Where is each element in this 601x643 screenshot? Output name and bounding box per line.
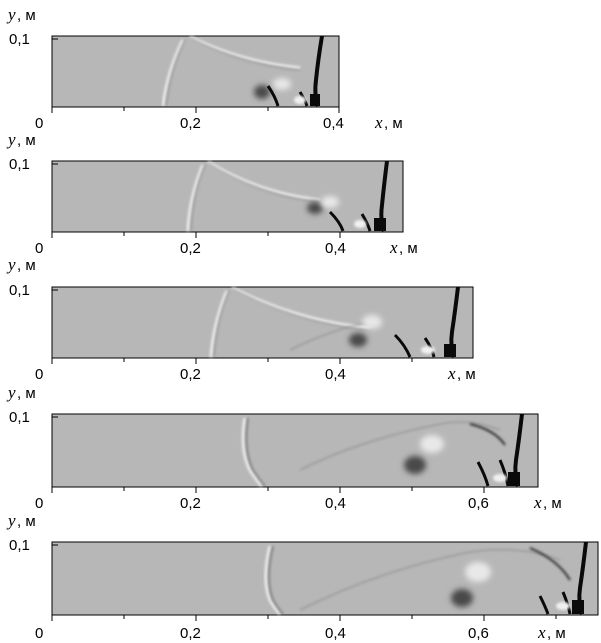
panel-2-x-ticks — [51, 232, 341, 238]
panel-2-y-tick: 0,1 — [9, 156, 30, 173]
panel-4: y , м 0,1 0 0,2 0,4 0,6 x , м — [6, 383, 562, 512]
panel-5-x-axis-unit: , м — [547, 625, 566, 642]
panel-3-y-axis-unit: , м — [17, 257, 36, 274]
panel-5-y-axis-var: y — [6, 511, 16, 530]
panel-5-x-axis-var: x — [537, 623, 546, 642]
panel-5-x-tick-2: 0,4 — [325, 625, 346, 642]
panel-2-x-tick-0: 0 — [35, 240, 43, 257]
panel-5-y-tick: 0,1 — [9, 537, 30, 554]
panel-2-y-axis-unit: , м — [17, 132, 36, 149]
panel-1-y-axis-unit: , м — [17, 7, 36, 24]
panel-3-x-ticks — [51, 358, 413, 364]
panel-5-x-tick-3: 0,6 — [468, 625, 489, 642]
panel-2-x-tick-2: 0,4 — [325, 240, 346, 257]
panel-3-y-axis-var: y — [6, 255, 16, 274]
panel-2-x-axis-var: x — [389, 238, 398, 257]
panel-4-y-axis-var: y — [6, 383, 16, 402]
panel-2-y-axis-var: y — [6, 130, 16, 149]
panel-3-x-tick-2: 0,4 — [325, 366, 346, 383]
panel-2-x-tick-1: 0,2 — [180, 240, 201, 257]
panel-4-x-tick-1: 0,2 — [180, 495, 201, 512]
panel-1-y-tick: 0,1 — [9, 31, 30, 48]
panel-3-flow-features — [209, 286, 460, 358]
panel-3-x-axis-unit: , м — [457, 366, 476, 383]
panel-5: y , м 0,1 0 0,2 0,4 0,6 x , м — [6, 511, 599, 642]
panel-1-x-ticks — [51, 107, 340, 113]
panel-3-x-tick-1: 0,2 — [180, 366, 201, 383]
panel-1-x-tick-0: 0 — [35, 115, 43, 132]
panel-4-x-ticks — [51, 487, 485, 493]
panel-5-flow-features — [264, 541, 588, 616]
panel-1-x-axis-var: x — [374, 113, 383, 132]
panel-3-x-tick-0: 0 — [35, 366, 43, 383]
panel-5-x-tick-0: 0 — [35, 625, 43, 642]
panel-2: y , м 0,1 0 0,2 0,4 x , м — [6, 130, 418, 257]
panel-2-x-axis-unit: , м — [399, 240, 418, 257]
panel-4-field — [51, 413, 539, 488]
panel-4-x-axis-var: x — [533, 493, 542, 512]
panel-5-y-axis-unit: , м — [17, 513, 36, 530]
panel-4-y-tick: 0,1 — [9, 409, 30, 426]
panel-3-y-tick: 0,1 — [9, 282, 30, 299]
panel-4-flow-features — [241, 413, 524, 488]
panel-1-x-tick-2: 0,4 — [323, 115, 344, 132]
panel-1-x-tick-1: 0,2 — [180, 115, 201, 132]
panel-1: y , м 0,1 0 0,2 0,4 x , м — [6, 5, 403, 132]
panel-1-y-axis-var: y — [6, 5, 16, 24]
panel-4-x-axis-unit: , м — [543, 495, 562, 512]
panel-4-y-axis-unit: , м — [17, 385, 36, 402]
panel-5-x-tick-1: 0,2 — [180, 625, 201, 642]
panel-3-field — [51, 286, 474, 359]
panel-4-x-tick-3: 0,6 — [468, 495, 489, 512]
panel-4-x-tick-0: 0 — [35, 495, 43, 512]
panel-5-x-ticks — [51, 615, 557, 621]
panel-1-field — [51, 35, 340, 108]
panel-1-flow-features — [163, 36, 322, 106]
panel-3: y , м 0,1 0 0,2 0,4 x , м — [6, 255, 476, 383]
panel-4-x-tick-2: 0,4 — [325, 495, 346, 512]
panel-3-x-axis-var: x — [447, 364, 456, 383]
panel-5-field — [51, 541, 599, 616]
panel-2-flow-features — [186, 160, 389, 232]
panel-1-x-axis-unit: , м — [384, 115, 403, 132]
